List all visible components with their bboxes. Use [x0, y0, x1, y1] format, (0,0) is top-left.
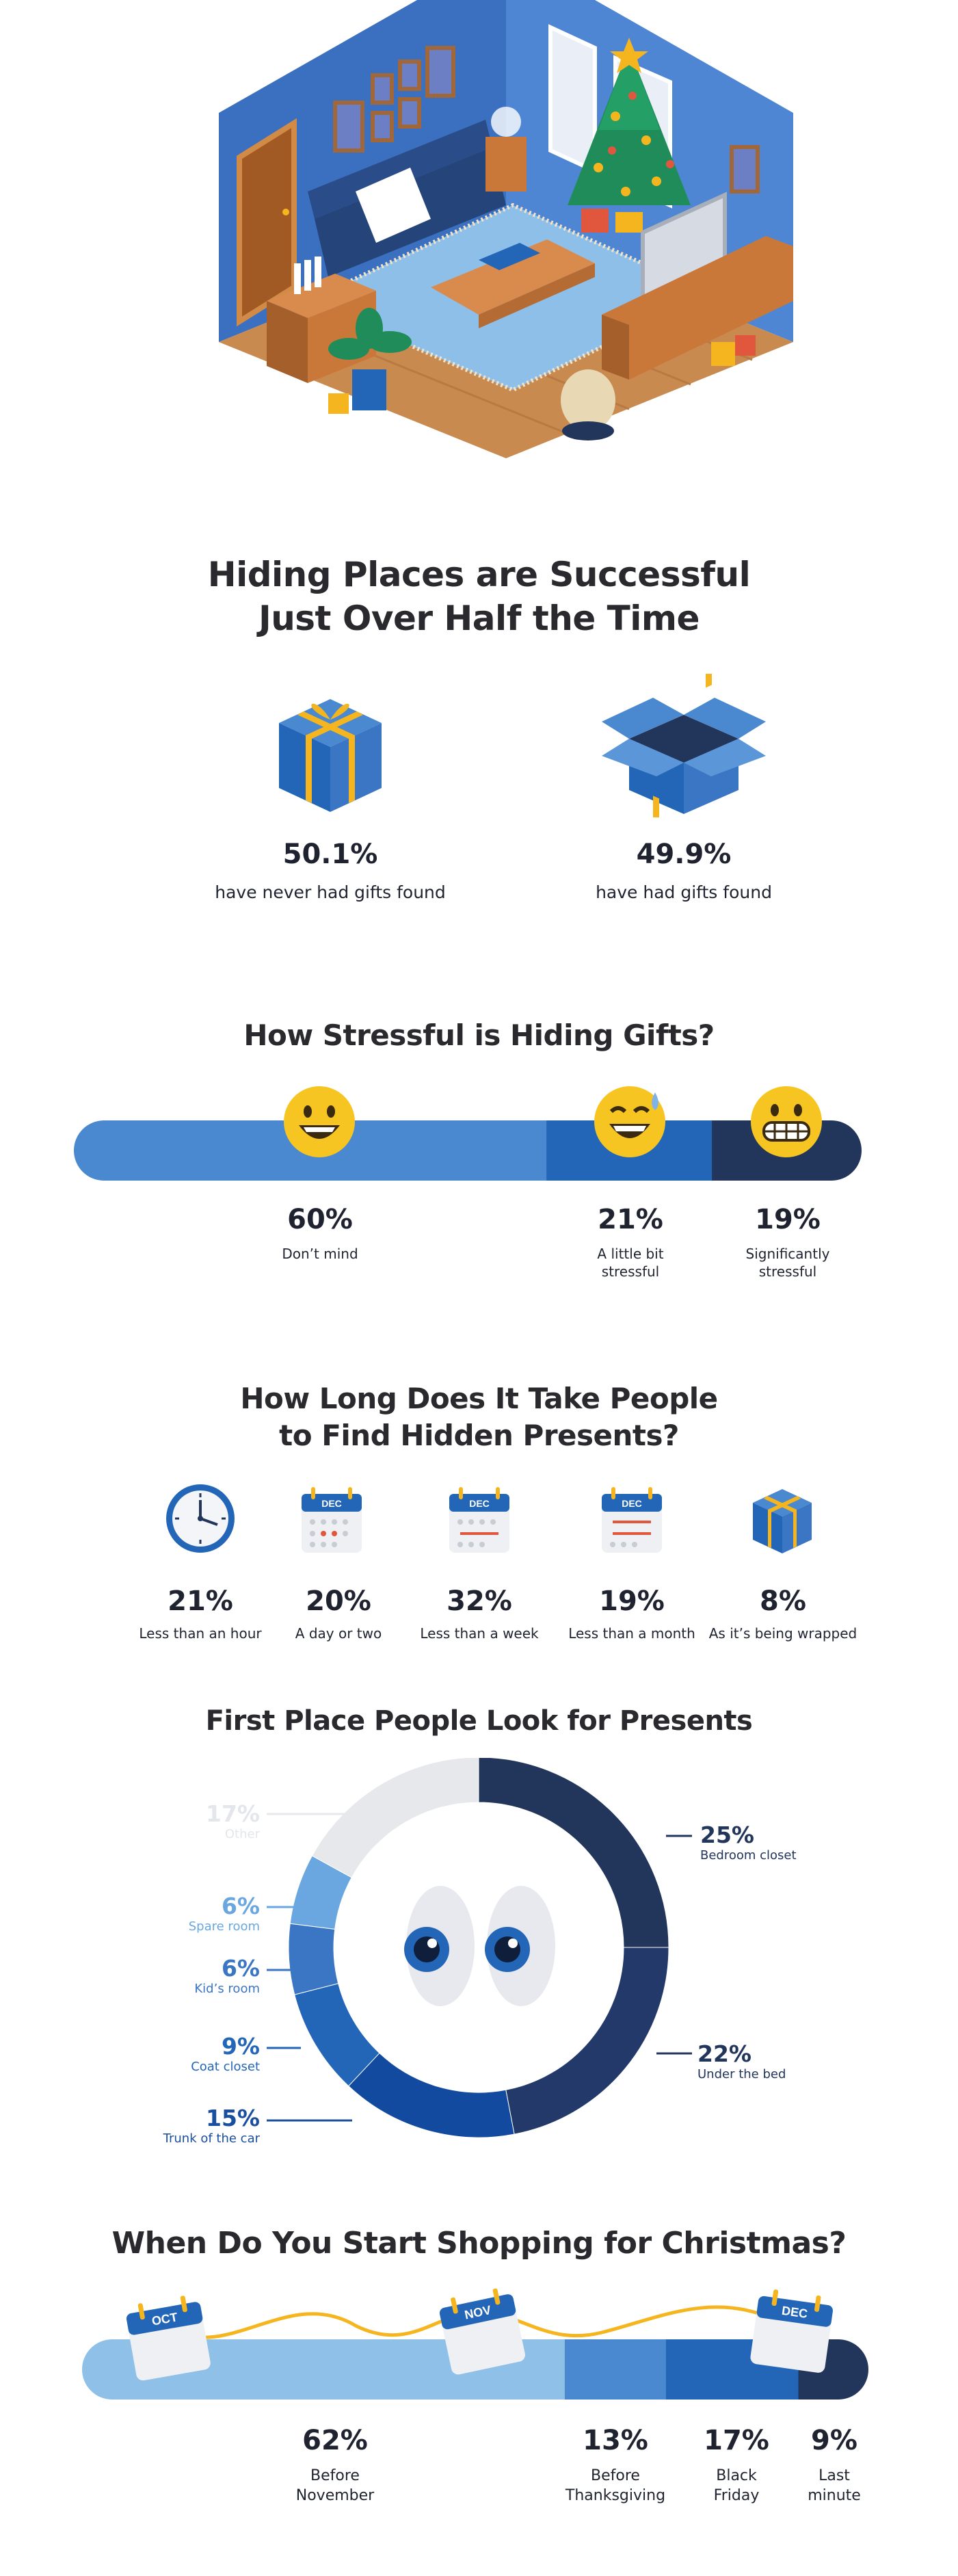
donut-slice-kids	[288, 1923, 339, 1995]
donut-bedroom-pct: 25%	[700, 1822, 754, 1848]
shop-bar-thanksgiving	[564, 2339, 667, 2400]
calendar-month-dec-3: DEC	[622, 1498, 642, 1509]
section3-title: How Long Does It Take People to Find Hid…	[0, 1380, 958, 1454]
stress-little-pct: 21%	[598, 1204, 663, 1235]
donut-label-spare: 6% Spare room	[109, 1893, 260, 1934]
donut-trunk-name: Trunk of the car	[163, 2131, 260, 2146]
eyes-icon	[404, 1886, 555, 2006]
calendar-oct-icon: OCT	[126, 2296, 211, 2381]
time-month-pct: 19%	[599, 1586, 665, 1617]
donut-label-underbed: 22% Under the bed	[697, 2040, 862, 2081]
shop-thanksgiving-line2: Thanksgiving	[565, 2487, 666, 2504]
calendar-icon-week: DEC	[449, 1487, 509, 1553]
donut-kids-name: Kid’s room	[194, 1982, 260, 1996]
shop-november-line2: November	[295, 2487, 375, 2504]
section3-title-line2: to Find Hidden Presents?	[279, 1419, 679, 1452]
wrapping-gift-icon	[753, 1489, 812, 1553]
stress-dontmind-pct: 60%	[287, 1204, 353, 1235]
calendar-month-dec-2: DEC	[469, 1498, 490, 1509]
stress-little-line2: stressful	[601, 1263, 660, 1280]
section2-title: How Stressful is Hiding Gifts?	[243, 1018, 715, 1052]
donut-other-pct: 17%	[206, 1800, 260, 1827]
donut-trunk-pct: 15%	[206, 2105, 260, 2131]
donut-bedroom-name: Bedroom closet	[700, 1848, 797, 1863]
section4-title: First Place People Look for Presents	[205, 1705, 753, 1737]
donut-label-bedroom: 25% Bedroom closet	[700, 1822, 864, 1863]
shop-thanksgiving-line1: Before	[591, 2467, 640, 2484]
found-had-pct: 49.9%	[636, 839, 732, 870]
section1-title-line2: Just Over Half the Time	[258, 599, 700, 638]
donut-slice-other	[311, 1758, 479, 1878]
time-week-label: Less than a week	[420, 1625, 539, 1642]
stress-dontmind-label: Don’t mind	[282, 1246, 358, 1262]
section5-title: When Do You Start Shopping for Christmas…	[111, 2226, 847, 2261]
time-hour-label: Less than an hour	[139, 1625, 262, 1642]
donut-label-coat: 9% Coat closet	[109, 2033, 260, 2074]
donut-coat-name: Coat closet	[191, 2060, 260, 2074]
calendar-dec-icon: DEC	[750, 2289, 833, 2373]
shop-lastminute-line1: Last	[819, 2467, 850, 2484]
stress-little-label: A little bit stressful	[545, 1245, 716, 1280]
shop-thanksgiving-label: Before Thanksgiving	[530, 2466, 701, 2506]
closed-gift-icon	[279, 699, 382, 812]
donut-slice-trunk	[347, 2052, 515, 2138]
donut-spare-pct: 6%	[221, 1893, 260, 1919]
time-wrapped-label: As it’s being wrapped	[708, 1625, 857, 1642]
calendar-icon-month: DEC	[602, 1487, 662, 1553]
shop-lastminute-label: Last minute	[749, 2466, 920, 2506]
donut-underbed-pct: 22%	[697, 2040, 751, 2067]
shop-lastminute-pct: 9%	[811, 2425, 857, 2456]
shop-blackfriday-label: Black Friday	[651, 2466, 822, 2506]
shop-thanksgiving-pct: 13%	[583, 2425, 648, 2456]
stress-significant-label: Significantly stressful	[702, 1245, 873, 1280]
found-had-label: have had gifts found	[596, 882, 772, 902]
found-never-pct: 50.1%	[282, 839, 378, 870]
time-week-pct: 32%	[447, 1586, 512, 1617]
time-month-label: Less than a month	[568, 1625, 695, 1642]
shop-blackfriday-pct: 17%	[704, 2425, 769, 2456]
stress-significant-line2: stressful	[758, 1263, 817, 1280]
section3-title-line1: How Long Does It Take People	[240, 1382, 718, 1415]
section1-title: Hiding Places are Successful Just Over H…	[0, 553, 958, 640]
donut-chart	[267, 1758, 692, 2138]
shop-lastminute-line2: minute	[808, 2487, 861, 2504]
calendar-nov-icon: NOV	[439, 2288, 525, 2375]
stress-bar-chart	[74, 1120, 862, 1181]
time-wrapped-pct: 8%	[760, 1586, 806, 1617]
calendar-icon-day: DEC	[302, 1487, 362, 1553]
time-hour-pct: 21%	[168, 1586, 233, 1617]
donut-kids-pct: 6%	[221, 1955, 260, 1982]
found-never-label: have never had gifts found	[215, 882, 446, 902]
sweat-smile-emoji-icon	[594, 1086, 665, 1157]
stress-significant-pct: 19%	[755, 1204, 821, 1235]
section1-title-line1: Hiding Places are Successful	[207, 555, 751, 594]
donut-spare-name: Spare room	[188, 1919, 260, 1934]
smile-emoji-icon	[284, 1086, 355, 1157]
donut-label-kids: 6% Kid’s room	[109, 1955, 260, 1996]
time-days-pct: 20%	[306, 1586, 371, 1617]
shop-november-pct: 62%	[302, 2425, 368, 2456]
clock-icon	[166, 1484, 235, 1553]
shop-blackfriday-line1: Black	[716, 2467, 757, 2484]
open-gift-box-icon	[602, 674, 766, 817]
donut-label-trunk: 15% Trunk of the car	[109, 2105, 260, 2146]
living-room-illustration	[219, 0, 793, 458]
donut-other-name: Other	[224, 1827, 260, 1841]
donut-underbed-name: Under the bed	[697, 2067, 786, 2081]
grimace-emoji-icon	[751, 1086, 822, 1157]
time-days-label: A day or two	[295, 1625, 382, 1642]
stress-little-line1: A little bit	[597, 1246, 664, 1262]
stress-significant-line1: Significantly	[745, 1246, 830, 1262]
donut-label-other: 17% Other	[109, 1800, 260, 1841]
shop-blackfriday-line2: Friday	[713, 2487, 760, 2504]
shop-november-line1: Before	[310, 2467, 360, 2484]
shop-november-label: Before November	[250, 2466, 421, 2506]
calendar-month-dec-1: DEC	[321, 1498, 342, 1509]
donut-coat-pct: 9%	[221, 2033, 260, 2060]
